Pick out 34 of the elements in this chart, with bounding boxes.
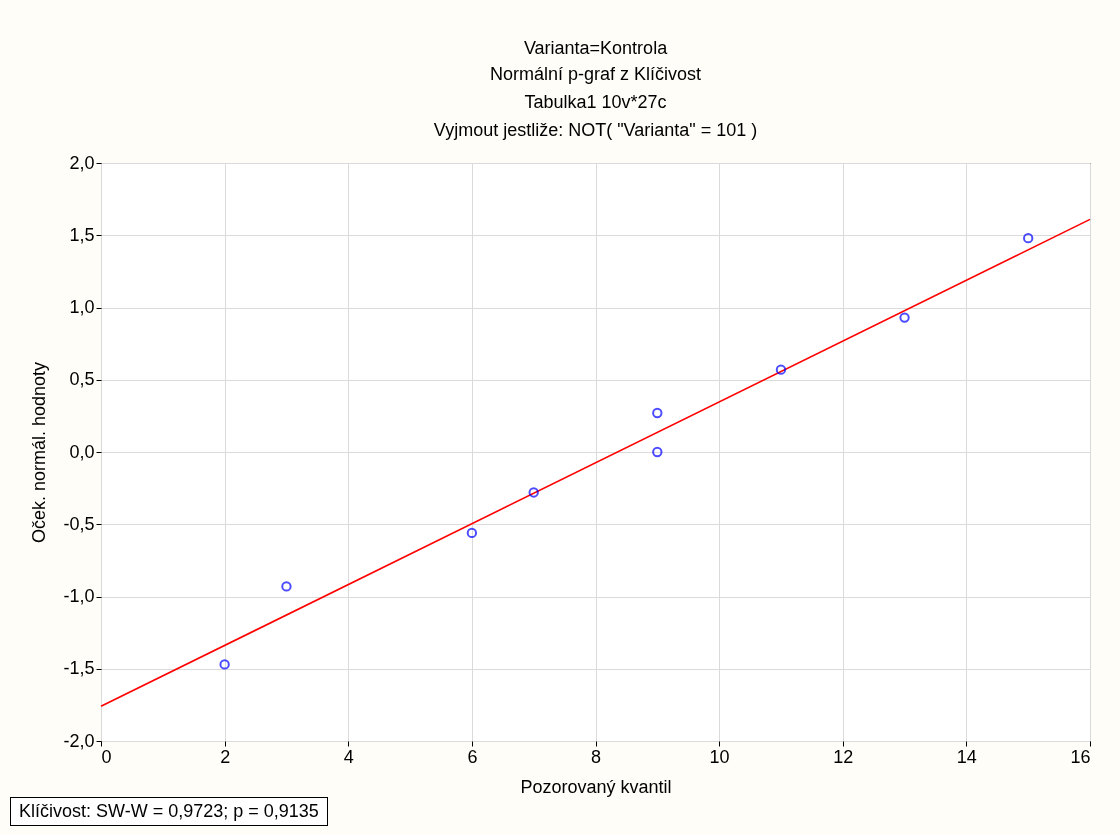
x-tick-label: 10 [709,746,730,767]
y-axis-title: Oček. normál. hodnoty [29,361,50,544]
x-tick-label: 6 [467,746,478,767]
x-tick-label: 8 [590,746,602,767]
x-tick-label: 16 [1070,746,1091,767]
y-tick-label: 0,5 [69,369,95,390]
x-tick-label: 2 [220,746,231,767]
point [528,487,539,498]
point [775,364,787,375]
x-axis-title: Pozorovaný kvantil [520,776,672,797]
point [466,527,478,539]
y-tick-label: -0,5 [63,513,95,534]
x-tick-label: 0 [101,746,112,767]
y-tick-label: -2,0 [63,730,95,751]
chart-title: Varianta=Kontrola [523,38,669,58]
text: Klíčivost: SW-W = 0,9723; p = 0,9135 [10,797,328,826]
point [219,659,230,670]
point [899,312,910,323]
point [652,446,663,458]
point [1023,232,1034,244]
y-tick-label: 2,0 [69,152,95,173]
chart-subtitle: Normální p-graf z Klíčivost [489,64,702,84]
point [652,407,663,419]
y-tick-label: -1,0 [63,586,95,606]
x-tick-label: 14 [956,746,977,767]
y-tick-label: 0,0 [69,441,95,462]
text: Tabulka1 10v*27c [524,92,667,112]
text: Vyjmout jestliže: NOT( "Varianta" = 101 ) [433,120,758,140]
y-tick-label: 1,5 [69,224,95,245]
x-tick-label: 4 [343,746,354,767]
x-tick-label: 12 [833,746,854,767]
y-tick-label: 1,0 [69,297,95,317]
y-tick-label: -1,5 [63,658,95,679]
point [281,581,292,592]
